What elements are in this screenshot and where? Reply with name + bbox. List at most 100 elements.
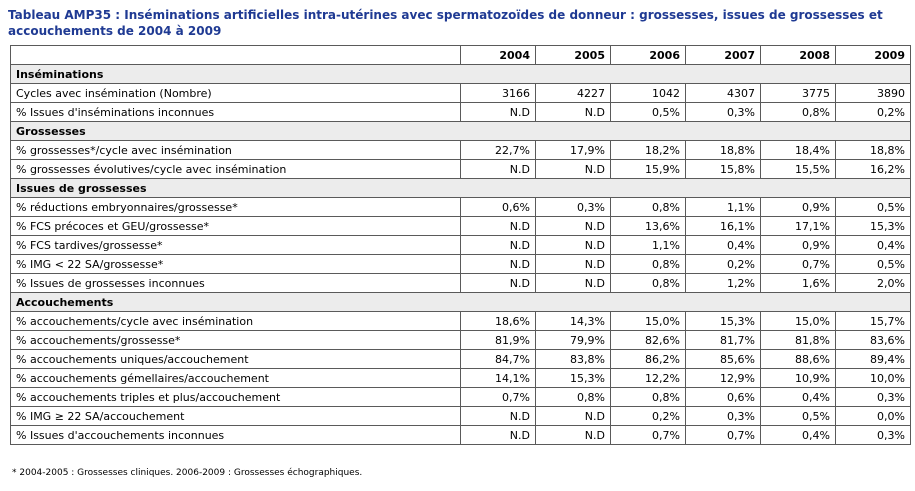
table-row: % grossesses*/cycle avec insémination 22,… — [10, 140, 911, 160]
value-cell: 0,7% — [685, 425, 761, 445]
value-cell: 10,9% — [760, 368, 836, 388]
table-row: % Issues d'accouchements inconnues N.D N.D… — [10, 425, 911, 445]
section-title: Inséminations — [10, 64, 911, 84]
table-row: % grossesses évolutives/cycle avec insém… — [10, 159, 911, 179]
table-title: Tableau AMP35 : Inséminations artificiel… — [8, 8, 883, 38]
value-cell: 3166 — [460, 83, 536, 103]
value-cell: N.D — [535, 254, 611, 274]
value-cell: 0,3% — [685, 406, 761, 426]
value-cell: 88,6% — [760, 349, 836, 369]
value-cell: 0,4% — [760, 387, 836, 407]
value-cell: 0,6% — [685, 387, 761, 407]
value-cell: 0,6% — [460, 197, 536, 217]
table-row: % FCS tardives/grossesse* N.D N.D 1,1% 0,4% 0… — [10, 235, 911, 255]
value-cell: 1042 — [610, 83, 686, 103]
value-cell: 85,6% — [685, 349, 761, 369]
table-row: % IMG < 22 SA/grossesse* N.D N.D 0,8% 0,2% 0,… — [10, 254, 911, 274]
header-row: 2004 2005 2006 2007 2008 2009 — [10, 45, 911, 65]
value-cell: 0,2% — [610, 406, 686, 426]
value-cell: 0,5% — [835, 197, 911, 217]
row-label: % accouchements uniques/accouchement — [10, 349, 461, 369]
value-cell: 0,3% — [685, 102, 761, 122]
value-cell: 18,4% — [760, 140, 836, 160]
value-cell: 79,9% — [535, 330, 611, 350]
value-cell: 22,7% — [460, 140, 536, 160]
value-cell: 0,8% — [760, 102, 836, 122]
value-cell: 17,1% — [760, 216, 836, 236]
row-label: % Issues de grossesses inconnues — [10, 273, 461, 293]
value-cell: 0,9% — [760, 197, 836, 217]
value-cell: 0,8% — [535, 387, 611, 407]
year-header: 2005 — [535, 45, 611, 65]
value-cell: N.D — [460, 273, 536, 293]
value-cell: 0,7% — [610, 425, 686, 445]
value-cell: 0,8% — [610, 387, 686, 407]
value-cell: N.D — [535, 273, 611, 293]
value-cell: 81,7% — [685, 330, 761, 350]
value-cell: 17,9% — [535, 140, 611, 160]
section-title: Issues de grossesses — [10, 178, 911, 198]
value-cell: 0,8% — [610, 254, 686, 274]
value-cell: 12,2% — [610, 368, 686, 388]
value-cell: 89,4% — [835, 349, 911, 369]
value-cell: 0,8% — [610, 273, 686, 293]
value-cell: 15,3% — [685, 311, 761, 331]
row-label: % accouchements/cycle avec insémination — [10, 311, 461, 331]
header-blank-cell — [10, 45, 461, 65]
value-cell: N.D — [460, 235, 536, 255]
value-cell: 0,4% — [760, 425, 836, 445]
value-cell: 3775 — [760, 83, 836, 103]
value-cell: 15,9% — [610, 159, 686, 179]
value-cell: N.D — [535, 216, 611, 236]
year-header: 2008 — [760, 45, 836, 65]
value-cell: 0,3% — [835, 387, 911, 407]
value-cell: 15,3% — [835, 216, 911, 236]
section-header-row: Accouchements — [10, 292, 911, 312]
value-cell: 0,9% — [760, 235, 836, 255]
value-cell: 3890 — [835, 83, 911, 103]
table-row: Cycles avec insémination (Nombre) 3166 422… — [10, 83, 911, 103]
row-label: % accouchements triples et plus/accouche… — [10, 387, 461, 407]
row-label: % accouchements gémellaires/accouchement — [10, 368, 461, 388]
value-cell: 12,9% — [685, 368, 761, 388]
table-row: % accouchements/grossesse* 81,9% 79,9% 82,6… — [10, 330, 911, 350]
value-cell: 0,8% — [610, 197, 686, 217]
value-cell: 4307 — [685, 83, 761, 103]
value-cell: N.D — [460, 102, 536, 122]
section-header-row: Inséminations — [10, 64, 911, 84]
amp35-table: 2004 2005 2006 2007 2008 2009 Inséminati… — [10, 45, 911, 445]
footnote: * 2004-2005 : Grossesses cliniques. 2006… — [12, 468, 363, 478]
value-cell: 0,3% — [835, 425, 911, 445]
value-cell: 84,7% — [460, 349, 536, 369]
value-cell: 14,3% — [535, 311, 611, 331]
value-cell: 18,8% — [835, 140, 911, 160]
value-cell: N.D — [535, 425, 611, 445]
value-cell: 10,0% — [835, 368, 911, 388]
value-cell: 81,8% — [760, 330, 836, 350]
section-title: Accouchements — [10, 292, 911, 312]
value-cell: 0,2% — [835, 102, 911, 122]
value-cell: 0,0% — [835, 406, 911, 426]
table-row: % Issues d'inséminations inconnues N.D N.D… — [10, 102, 911, 122]
row-label: % FCS précoces et GEU/grossesse* — [10, 216, 461, 236]
row-label: % grossesses*/cycle avec insémination — [10, 140, 461, 160]
year-header: 2009 — [835, 45, 911, 65]
year-header: 2006 — [610, 45, 686, 65]
table-row: % accouchements triples et plus/accouche… — [10, 387, 911, 407]
row-label: % accouchements/grossesse* — [10, 330, 461, 350]
value-cell: 15,0% — [760, 311, 836, 331]
row-label: % Issues d'accouchements inconnues — [10, 425, 461, 445]
row-label: % FCS tardives/grossesse* — [10, 235, 461, 255]
value-cell: 0,3% — [535, 197, 611, 217]
value-cell: 4227 — [535, 83, 611, 103]
table-row: % IMG ≥ 22 SA/accouchement N.D N.D 0,2% 0,3%… — [10, 406, 911, 426]
section-title: Grossesses — [10, 121, 911, 141]
value-cell: 15,0% — [610, 311, 686, 331]
value-cell: 83,8% — [535, 349, 611, 369]
value-cell: 82,6% — [610, 330, 686, 350]
value-cell: 0,5% — [760, 406, 836, 426]
value-cell: 18,8% — [685, 140, 761, 160]
row-label: % réductions embryonnaires/grossesse* — [10, 197, 461, 217]
section-header-row: Issues de grossesses — [10, 178, 911, 198]
